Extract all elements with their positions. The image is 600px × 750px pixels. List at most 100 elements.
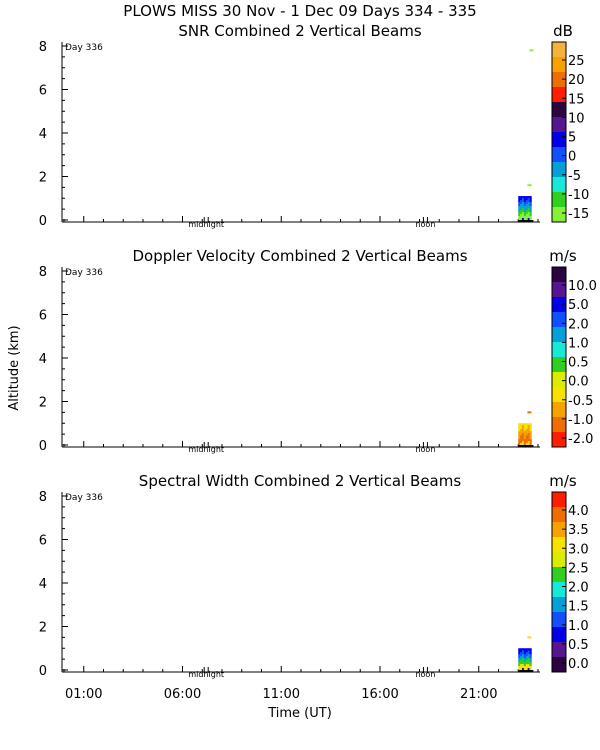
echo-cell <box>525 650 528 653</box>
colorbar-tick-label: 0.0 <box>568 657 589 672</box>
echo-cell <box>520 435 523 438</box>
echo-cell <box>520 216 523 219</box>
echo-cell <box>523 423 527 426</box>
echo-cell <box>518 668 521 671</box>
echo-cell <box>518 439 521 442</box>
colorbar-segment <box>552 207 566 223</box>
colorbar-tick-label: 4.0 <box>568 504 589 519</box>
echo-cell <box>522 202 525 205</box>
echo-cell <box>518 212 521 215</box>
colorbar-tick-label: 2.5 <box>568 561 589 576</box>
colorbar-segment <box>552 87 566 103</box>
echo-cell <box>525 437 528 440</box>
echo-cell <box>518 658 521 661</box>
echo-cell <box>529 662 532 665</box>
echo-cell <box>527 662 530 665</box>
echo-cell <box>529 439 532 442</box>
echo-cell <box>523 216 527 219</box>
colorbar-tick-label: 1.5 <box>568 600 589 615</box>
echo-cell <box>525 210 528 213</box>
echo-cell <box>527 433 530 436</box>
echo-cell <box>522 435 525 438</box>
echo-cell <box>525 427 528 430</box>
echo-cell <box>518 216 521 219</box>
echo-cell <box>522 439 525 442</box>
echo-cell <box>523 196 527 199</box>
colorbar-segment <box>552 417 566 433</box>
echo-cell <box>522 664 525 667</box>
echo-cell <box>523 208 527 211</box>
echo-cell <box>529 204 532 207</box>
echo-cell <box>523 212 527 215</box>
colorbar-unit: m/s <box>549 247 577 265</box>
y-tick-label: 0 <box>39 664 47 679</box>
echo-cell <box>518 664 521 667</box>
colorbar-tick-label: 0 <box>568 150 576 165</box>
colorbar-frame <box>551 491 567 673</box>
echo-cell <box>518 666 521 669</box>
colorbar-segment <box>552 657 566 673</box>
echo-cell <box>527 435 530 438</box>
echo-cell <box>525 212 528 215</box>
colorbar-segment <box>552 522 566 538</box>
echo-cell <box>518 660 521 663</box>
echo-cell <box>529 198 532 201</box>
y-tick-label: 2 <box>39 621 47 636</box>
panel-title: SNR Combined 2 Vertical Beams <box>178 22 421 40</box>
echo-cell <box>520 668 523 671</box>
echo-cell <box>525 668 528 671</box>
echo-cell <box>522 648 525 651</box>
y-axis-label: Altitude (km) <box>7 325 22 410</box>
colorbar-segment <box>552 432 566 448</box>
echo-cell <box>529 441 532 444</box>
echo-cell <box>522 196 525 199</box>
midnight-label: midnight <box>188 445 224 454</box>
echo-cell <box>525 423 528 426</box>
echo-cell <box>522 441 525 444</box>
echo-cell <box>520 425 523 428</box>
echo-cell <box>520 208 523 211</box>
colorbar-segment <box>552 402 566 418</box>
x-tick-label: 16:00 <box>361 687 398 702</box>
echo-cell <box>518 208 521 211</box>
echo-cell <box>527 216 530 219</box>
panel-2: Doppler Velocity Combined 2 Vertical Bea… <box>39 247 597 454</box>
echo-cell <box>523 439 527 442</box>
echo-cell <box>520 648 523 651</box>
echo-cell <box>525 435 528 438</box>
colorbar-segment <box>552 297 566 313</box>
echo-cell <box>525 443 528 446</box>
panels: SNR Combined 2 Vertical Beams 0 2 4 6 8 Day 33… <box>39 22 597 702</box>
echo-cell <box>525 202 528 205</box>
echo-cell <box>520 666 523 669</box>
colorbar-tick-label: 10.0 <box>568 279 597 294</box>
echo-cell <box>518 654 521 657</box>
y-tick-label: 2 <box>39 396 47 411</box>
echo-cell <box>522 666 525 669</box>
echo-cell <box>523 443 527 446</box>
panel-title: Spectral Width Combined 2 Vertical Beams <box>139 472 462 490</box>
echo-cell <box>523 433 527 436</box>
colorbar-tick-label: 25 <box>568 54 585 69</box>
echo-cell <box>520 423 523 426</box>
echo-cell <box>518 198 521 201</box>
echo-cell <box>522 662 525 665</box>
echo-cell <box>520 656 523 659</box>
echo-cell <box>529 206 532 209</box>
colorbar-segment <box>552 507 566 523</box>
echo-cell <box>527 218 530 221</box>
colorbar-tick-label: 0.5 <box>568 356 589 371</box>
echo-cell <box>525 648 528 651</box>
echo-cell <box>522 425 525 428</box>
echo-cell <box>522 660 525 663</box>
echo-cell <box>525 208 528 211</box>
echo-cell <box>529 668 532 671</box>
echo-cell <box>518 214 521 217</box>
colorbar-segment <box>552 342 566 358</box>
colorbar-tick-label: 1.0 <box>568 619 589 634</box>
echo-cell <box>520 200 523 203</box>
echo-cell <box>522 429 525 432</box>
echo-cell <box>518 431 521 434</box>
echo-cell <box>523 218 527 221</box>
echo-cell <box>523 198 527 201</box>
